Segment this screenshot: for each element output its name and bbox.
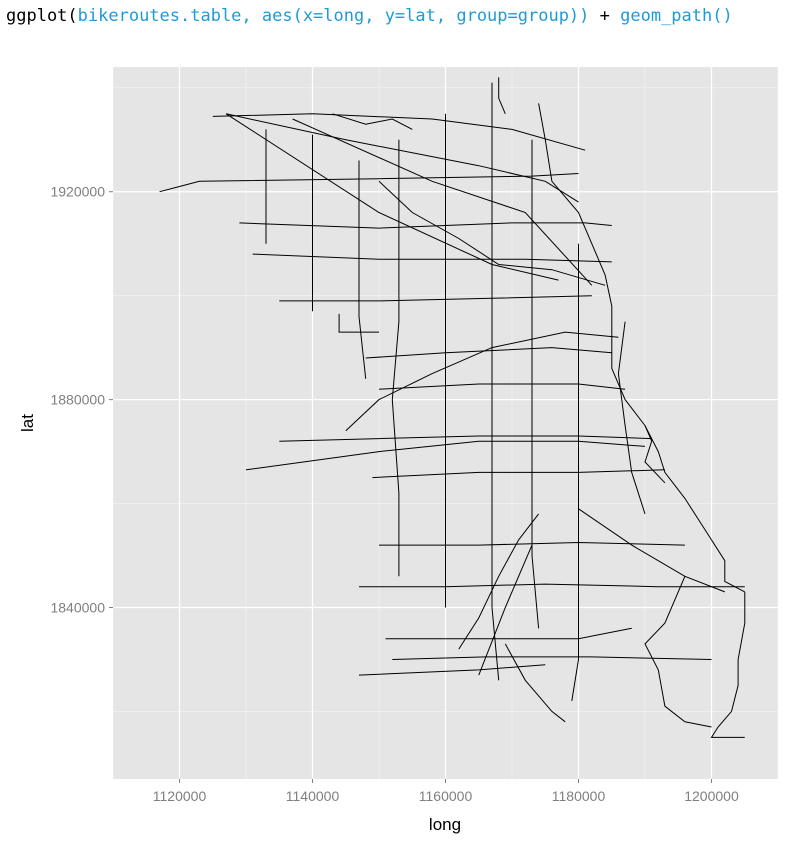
y-tick-label: 1880000 [50, 392, 105, 408]
route-path-9 [338, 313, 379, 333]
route-path-19 [358, 664, 546, 676]
route-path-4 [292, 118, 593, 286]
code-plus: + [589, 6, 621, 26]
route-path-36 [644, 576, 712, 728]
route-path-17 [385, 627, 632, 640]
route-path-3 [225, 113, 559, 281]
y-axis-title: lat [18, 414, 37, 432]
route-path-30 [358, 160, 367, 379]
route-path-12 [245, 440, 646, 471]
route-path-24 [578, 508, 725, 593]
route-path-7 [252, 253, 612, 263]
route-path-5 [212, 113, 586, 151]
code-geom: geom_path() [620, 6, 733, 26]
route-path-37 [498, 77, 506, 114]
route-path-21 [458, 513, 539, 650]
code-fn: ggplot( [6, 6, 78, 26]
route-path-29 [391, 139, 400, 577]
route-path-10 [365, 347, 612, 359]
route-path-1 [159, 173, 579, 193]
route-path-22 [478, 544, 533, 676]
x-tick-label: 1160000 [419, 788, 473, 804]
route-path-25 [491, 82, 500, 681]
route-path-33 [617, 321, 646, 515]
x-tick-label: 1140000 [286, 788, 340, 804]
route-path-15 [379, 541, 685, 546]
route-path-39 [332, 113, 413, 130]
route-path-27 [571, 243, 579, 702]
route-path-23 [504, 643, 566, 723]
route-path-11 [378, 383, 626, 390]
route-path-8 [279, 295, 592, 302]
x-tick-label: 1200000 [684, 788, 739, 804]
route-path-2 [225, 113, 579, 203]
route-path-13 [279, 435, 652, 442]
route-path-14 [372, 469, 665, 479]
x-tick-label: 1180000 [552, 788, 606, 804]
code-args: bikeroutes.table, aes(x=long, y=lat, gro… [77, 6, 590, 26]
route-path-20 [345, 331, 619, 432]
route-path-34 [538, 103, 746, 593]
x-axis-ticks: 1120000 1140000 1160000 1180000 1200000 [153, 779, 739, 804]
y-tick-label: 1920000 [50, 184, 105, 200]
route-path-38 [644, 425, 666, 484]
code-caption: ggplot(bikeroutes.table, aes(x=long, y=l… [6, 6, 733, 26]
x-tick-label: 1120000 [153, 788, 207, 804]
route-path-18 [392, 656, 712, 660]
route-path-26 [531, 139, 540, 629]
bike-route-paths [159, 77, 746, 738]
route-path-6 [239, 222, 612, 229]
route-path-40 [378, 180, 606, 286]
y-axis-ticks: 1840000 1880000 1920000 [50, 184, 113, 615]
route-path-16 [359, 583, 745, 588]
route-path-35 [710, 591, 746, 738]
x-axis-title: long [429, 815, 461, 834]
y-tick-label: 1840000 [50, 599, 105, 615]
